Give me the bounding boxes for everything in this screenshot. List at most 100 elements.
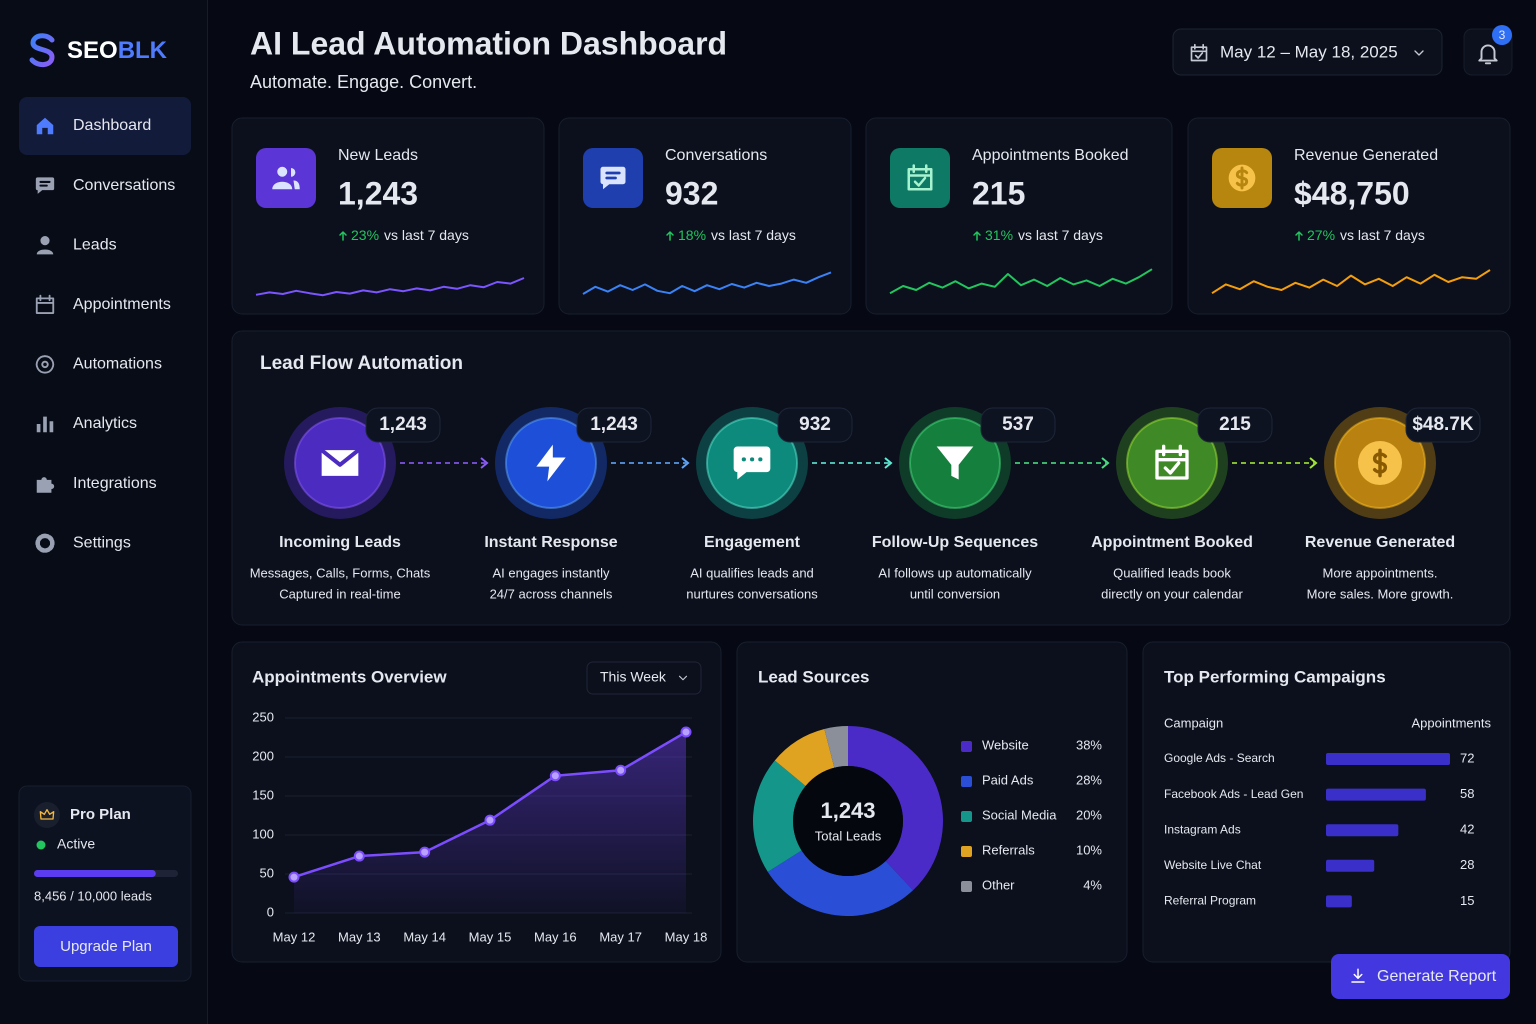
kpi-label: New Leads bbox=[338, 147, 418, 164]
nav-item[interactable]: Analytics bbox=[36, 415, 137, 433]
legend-label: Other bbox=[982, 877, 1015, 892]
y-tick-label: 0 bbox=[267, 904, 274, 919]
icon-calcheck bbox=[907, 164, 933, 191]
flow-arrow-head bbox=[480, 457, 489, 469]
kpi-value: 932 bbox=[665, 175, 718, 211]
nav-label: Integrations bbox=[73, 475, 157, 492]
icon-part bbox=[1190, 43, 1208, 62]
nav-active-bg bbox=[19, 97, 191, 155]
icon-part bbox=[36, 117, 54, 135]
y-tick-label: 250 bbox=[252, 709, 274, 724]
legend-swatch bbox=[961, 741, 972, 752]
point bbox=[484, 814, 496, 826]
date-picker[interactable]: May 12 – May 18, 2025 bbox=[1172, 28, 1443, 76]
icon-part bbox=[733, 446, 771, 480]
kpi-change-value: 31% bbox=[985, 227, 1013, 243]
sparkline bbox=[889, 268, 1153, 295]
nav-item[interactable]: Dashboard bbox=[19, 97, 191, 155]
icon-part bbox=[35, 355, 55, 374]
step-circle bbox=[1126, 417, 1218, 509]
generate-report-button[interactable]: Generate Report bbox=[1331, 954, 1510, 999]
legend-label: Social Media bbox=[982, 807, 1057, 822]
icon-funnel bbox=[936, 446, 974, 480]
step-desc: Captured in real-time bbox=[279, 586, 400, 601]
donut-hole bbox=[793, 766, 903, 876]
point bbox=[549, 770, 561, 782]
campaign-name: Google Ads - Search bbox=[1164, 751, 1275, 765]
icon-part bbox=[1295, 231, 1303, 241]
notifications[interactable]: 3 bbox=[1463, 25, 1513, 76]
icon-part bbox=[1235, 166, 1249, 190]
step-desc: More sales. More growth. bbox=[1307, 586, 1454, 601]
pie-slice bbox=[767, 850, 914, 916]
icon-part bbox=[666, 231, 674, 241]
pie-slice bbox=[774, 728, 835, 786]
icon-users bbox=[272, 166, 300, 190]
icon-part bbox=[936, 446, 974, 480]
period-filter[interactable]: This Week bbox=[586, 661, 702, 695]
icon-part bbox=[605, 171, 621, 180]
nav-item[interactable]: Automations bbox=[35, 355, 162, 374]
point bbox=[288, 871, 300, 883]
legend-swatch bbox=[961, 811, 972, 822]
icon-part bbox=[973, 231, 981, 241]
plan-name: Pro Plan bbox=[70, 806, 131, 823]
campaign-name: Facebook Ads - Lead Gen bbox=[1164, 787, 1303, 801]
x-tick-label: May 14 bbox=[403, 929, 446, 944]
date-picker-bg bbox=[1172, 28, 1443, 76]
chart-title: Lead Sources bbox=[758, 667, 870, 686]
nav-item[interactable]: Appointments bbox=[35, 294, 171, 314]
legend-value: 28% bbox=[1076, 772, 1102, 787]
section-title: Lead Flow Automation bbox=[260, 353, 463, 374]
chart-title: Top Performing Campaigns bbox=[1164, 667, 1386, 686]
icon-part bbox=[36, 477, 55, 493]
step-badge-value: 1,243 bbox=[590, 414, 638, 435]
point bbox=[680, 726, 692, 738]
step-desc: AI follows up automatically bbox=[878, 565, 1032, 580]
step-desc: 24/7 across channels bbox=[490, 586, 613, 601]
kpi-compare: vs last 7 days bbox=[711, 227, 796, 243]
center-label: Total Leads bbox=[815, 828, 882, 843]
usage-bar bbox=[34, 870, 156, 877]
kpi-compare: vs last 7 days bbox=[384, 227, 469, 243]
step-badge-value: $48.7K bbox=[1412, 414, 1474, 435]
icon-part bbox=[41, 360, 49, 368]
icon-part bbox=[678, 675, 688, 681]
nav-item[interactable]: Conversations bbox=[35, 177, 175, 194]
nav-label: Leads bbox=[73, 236, 117, 253]
nav-label: Analytics bbox=[73, 415, 137, 432]
icon-bubble bbox=[600, 166, 626, 190]
plan-status: Active bbox=[57, 836, 95, 852]
bar bbox=[1326, 753, 1450, 765]
brand-suffix: BLK bbox=[118, 37, 168, 64]
logo-mark bbox=[29, 33, 55, 67]
y-tick-label: 100 bbox=[252, 826, 274, 841]
kpi-change-value: 27% bbox=[1307, 227, 1335, 243]
kpi-value: $48,750 bbox=[1294, 175, 1410, 211]
step-badge-value: 537 bbox=[1002, 414, 1034, 435]
icon-part bbox=[319, 448, 361, 467]
upgrade-button[interactable]: Upgrade Plan bbox=[34, 926, 178, 967]
icon-part bbox=[1478, 44, 1498, 65]
nav-label: Conversations bbox=[73, 177, 175, 194]
chart-card bbox=[1142, 641, 1511, 963]
chart-title: Appointments Overview bbox=[252, 667, 447, 686]
bar-value: 72 bbox=[1460, 750, 1474, 765]
step-badge bbox=[1197, 407, 1273, 443]
nav-item[interactable]: Settings bbox=[35, 533, 131, 553]
pie-slice bbox=[824, 726, 848, 768]
button-bg bbox=[1331, 954, 1510, 999]
icon-part bbox=[35, 294, 55, 314]
sparkline bbox=[582, 271, 832, 295]
status-dot bbox=[36, 840, 46, 850]
nav-item[interactable]: Integrations bbox=[36, 475, 157, 493]
bar-value: 28 bbox=[1460, 857, 1474, 872]
x-tick-label: May 16 bbox=[534, 929, 577, 944]
flow-arrow-head bbox=[1101, 457, 1110, 469]
filter-bg bbox=[586, 661, 702, 695]
nav-item[interactable]: Leads bbox=[36, 236, 117, 255]
y-tick-label: 200 bbox=[252, 748, 274, 763]
kpi-compare: vs last 7 days bbox=[1340, 227, 1425, 243]
kpi-value: 1,243 bbox=[338, 175, 418, 211]
